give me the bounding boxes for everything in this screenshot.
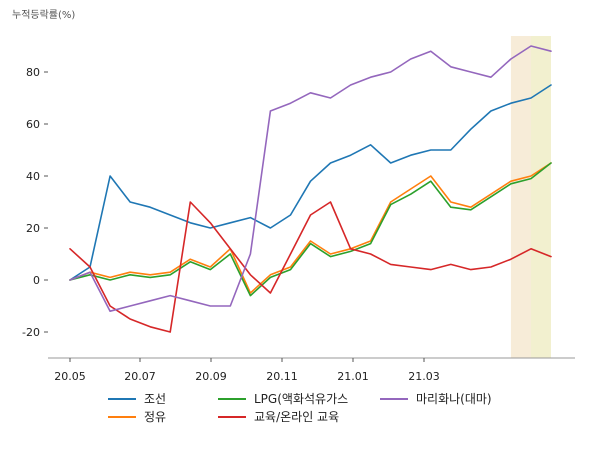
y-tick-label: 60 bbox=[26, 118, 40, 131]
legend-item: 마리화나(대마) bbox=[380, 390, 492, 407]
highlight-span-1 bbox=[530, 36, 551, 358]
y-tick-label: 80 bbox=[26, 66, 40, 79]
y-tick-label: 0 bbox=[33, 274, 40, 287]
legend-label: 마리화나(대마) bbox=[416, 392, 492, 406]
y-tick-label: 40 bbox=[26, 170, 40, 183]
legend-item: 정유 bbox=[108, 408, 166, 425]
legend-swatch bbox=[218, 397, 246, 400]
series-line-0 bbox=[69, 84, 552, 281]
legend-label: 교육/온라인 교육 bbox=[254, 410, 340, 424]
legend-swatch bbox=[108, 397, 136, 400]
series-line-4 bbox=[69, 45, 552, 313]
legend-swatch bbox=[218, 415, 246, 418]
legend-swatch bbox=[380, 397, 408, 400]
series-line-3 bbox=[69, 201, 552, 333]
legend-item: 조선 bbox=[108, 390, 166, 407]
x-tick-label: 20.09 bbox=[195, 370, 227, 383]
x-tick-label: 20.07 bbox=[124, 370, 156, 383]
series-line-2 bbox=[69, 162, 552, 297]
y-axis-label: 누적등락률(%) bbox=[12, 10, 76, 21]
x-tick-label: 21.03 bbox=[408, 370, 440, 383]
y-tick-label: 20 bbox=[26, 222, 40, 235]
x-tick-label: 21.01 bbox=[337, 370, 369, 383]
y-tick-label: -20 bbox=[22, 326, 40, 339]
legend-item: LPG(액화석유가스 bbox=[218, 390, 348, 407]
series-line-1 bbox=[69, 162, 552, 294]
x-tick-label: 20.05 bbox=[54, 370, 86, 383]
legend-label: 정유 bbox=[144, 410, 167, 424]
legend-item: 교육/온라인 교육 bbox=[218, 408, 339, 425]
legend-label: 조선 bbox=[144, 392, 167, 406]
x-tick-label: 20.11 bbox=[266, 370, 298, 383]
legend-label: LPG(액화석유가스 bbox=[254, 392, 349, 406]
legend-swatch bbox=[108, 415, 136, 418]
